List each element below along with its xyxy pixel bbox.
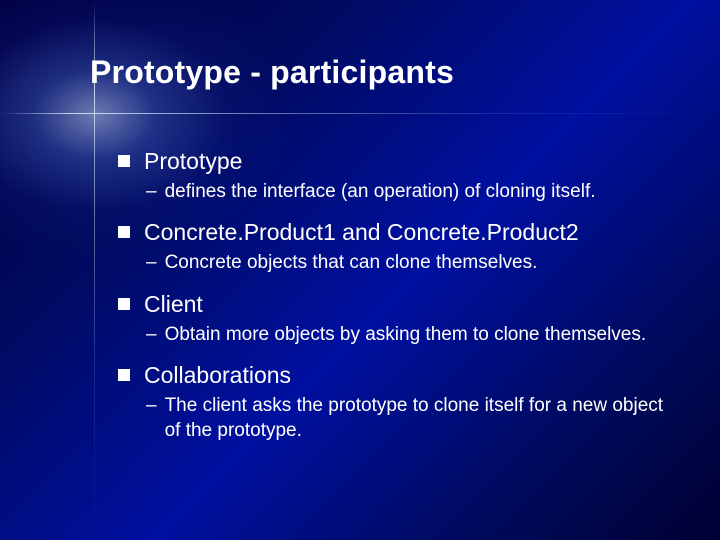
list-item: Collaborations – The client asks the pro… (118, 361, 664, 443)
list-item-head: Collaborations (118, 361, 664, 390)
list-sub-text: defines the interface (an operation) of … (165, 180, 596, 205)
list-sub-text: The client asks the prototype to clone i… (165, 394, 664, 443)
list-item: Concrete.Product1 and Concrete.Product2 … (118, 218, 664, 275)
list-item-title: Collaborations (144, 361, 291, 390)
list-sub-item: – Concrete objects that can clone themse… (118, 251, 664, 276)
list-sub-item: – defines the interface (an operation) o… (118, 180, 664, 205)
list-item-title: Client (144, 290, 203, 319)
dash-bullet-icon: – (146, 180, 157, 205)
square-bullet-icon (118, 226, 130, 238)
dash-bullet-icon: – (146, 251, 157, 276)
dash-bullet-icon: – (146, 394, 157, 419)
slide-content: Prototype - participants Prototype – def… (0, 0, 720, 540)
list-item: Prototype – defines the interface (an op… (118, 147, 664, 204)
square-bullet-icon (118, 155, 130, 167)
list-sub-text: Obtain more objects by asking them to cl… (165, 323, 647, 348)
list-sub-text: Concrete objects that can clone themselv… (165, 251, 538, 276)
list-item-head: Client (118, 290, 664, 319)
list-item-title: Concrete.Product1 and Concrete.Product2 (144, 218, 579, 247)
list-item-head: Prototype (118, 147, 664, 176)
list-item: Client – Obtain more objects by asking t… (118, 290, 664, 347)
square-bullet-icon (118, 298, 130, 310)
list-sub-item: – Obtain more objects by asking them to … (118, 323, 664, 348)
list-sub-item: – The client asks the prototype to clone… (118, 394, 664, 443)
bullet-list: Prototype – defines the interface (an op… (90, 147, 664, 443)
slide-title: Prototype - participants (90, 54, 664, 91)
dash-bullet-icon: – (146, 323, 157, 348)
square-bullet-icon (118, 369, 130, 381)
list-item-title: Prototype (144, 147, 242, 176)
list-item-head: Concrete.Product1 and Concrete.Product2 (118, 218, 664, 247)
